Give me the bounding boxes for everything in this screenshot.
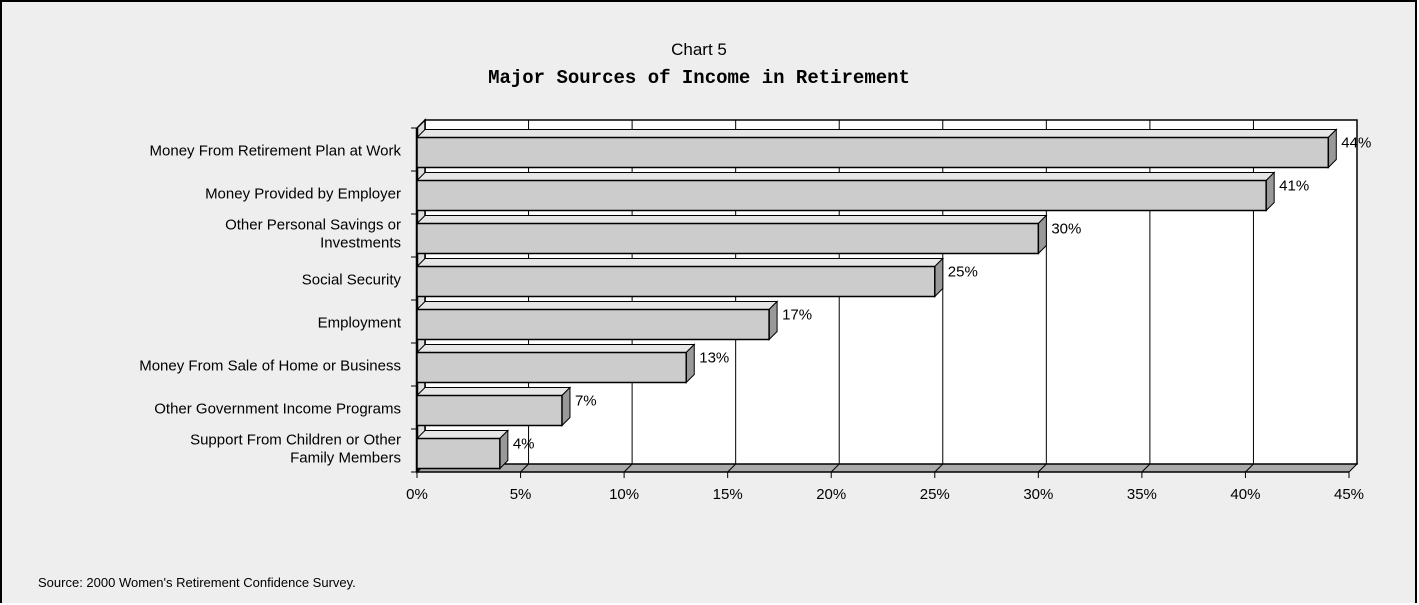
category-label: Other Government Income Programs <box>154 401 401 418</box>
bar-top-face <box>417 431 508 439</box>
bar-top-face <box>417 130 1336 138</box>
bar-top-face <box>417 216 1046 224</box>
category-label: Employment <box>318 315 402 332</box>
bar-value-label: 7% <box>575 392 597 409</box>
category-label: Support From Children or Other <box>190 432 401 449</box>
x-tick-label: 20% <box>816 486 846 503</box>
category-label: Social Security <box>302 272 402 289</box>
bar <box>417 267 935 297</box>
category-label: Other Personal Savings or <box>225 217 401 234</box>
bar-value-label: 30% <box>1051 220 1081 237</box>
x-tick-label: 40% <box>1230 486 1260 503</box>
bar <box>417 396 562 426</box>
bar <box>417 310 769 340</box>
x-tick-label: 25% <box>920 486 950 503</box>
x-tick-label: 10% <box>609 486 639 503</box>
bar-value-label: 17% <box>782 306 812 323</box>
category-label: Money From Sale of Home or Business <box>139 358 401 375</box>
x-tick-label: 35% <box>1127 486 1157 503</box>
bar-top-face <box>417 302 777 310</box>
chart-number: Chart 5 <box>671 40 727 59</box>
category-label-continued: Investments <box>320 235 401 252</box>
bar-value-label: 44% <box>1341 134 1371 151</box>
chart-title: Major Sources of Income in Retirement <box>488 67 910 89</box>
plot-floor <box>417 464 1357 472</box>
x-tick-label: 0% <box>406 486 428 503</box>
bar-top-face <box>417 388 570 396</box>
source-note: Source: 2000 Women's Retirement Confiden… <box>38 575 356 590</box>
x-tick-label: 15% <box>713 486 743 503</box>
bar-value-label: 25% <box>948 263 978 280</box>
bar-top-face <box>417 173 1274 181</box>
bar-value-label: 4% <box>513 435 535 452</box>
x-tick-label: 45% <box>1334 486 1364 503</box>
x-tick-label: 5% <box>510 486 532 503</box>
category-label-continued: Family Members <box>290 450 401 467</box>
category-label: Money From Retirement Plan at Work <box>150 143 402 160</box>
bar <box>417 138 1328 168</box>
bar-top-face <box>417 259 943 267</box>
bar-top-face <box>417 345 694 353</box>
category-label: Money Provided by Employer <box>205 186 401 203</box>
bar <box>417 181 1266 211</box>
bar-value-label: 13% <box>699 349 729 366</box>
bar-value-label: 41% <box>1279 177 1309 194</box>
plot-area: 0% 5% 10% 15% 20% 25% 30% 35% 40% 45% 44% Money Fro… <box>139 120 1371 503</box>
bar <box>417 353 686 383</box>
bar <box>417 224 1038 254</box>
x-tick-label: 30% <box>1023 486 1053 503</box>
bar <box>417 439 500 469</box>
